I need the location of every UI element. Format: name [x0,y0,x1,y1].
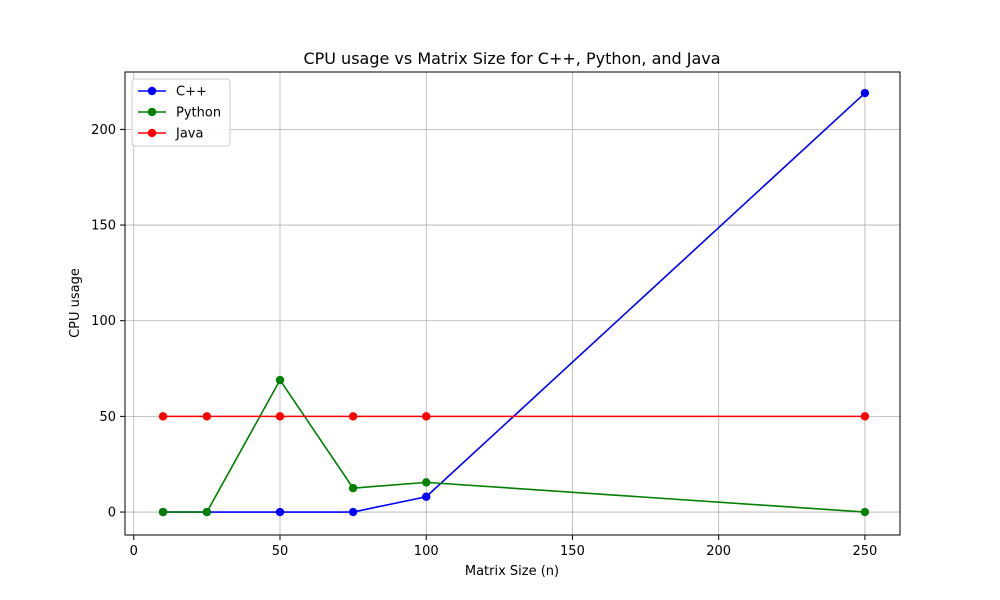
x-tick-label: 100 [414,544,439,559]
data-point-python [275,375,285,385]
legend-marker-swatch [147,128,157,138]
legend-item-java: Java [138,127,203,142]
tick-layer: 0 50 100 150 200 250 0 50 100 150 200 [91,123,877,559]
data-point-python [202,507,212,517]
data-point-java [202,412,212,421]
series-layer [158,88,870,517]
x-tick-label: 250 [852,544,877,559]
data-point-java [275,412,285,421]
x-tick-label: 50 [272,544,289,559]
plot-area-frame [124,71,901,536]
data-point-cplusplus [275,507,285,517]
legend-item-python: Python [138,106,221,121]
series-java [158,412,870,421]
x-tick-label: 0 [130,544,138,559]
data-point-python [348,483,358,493]
y-tick-label: 0 [108,506,116,521]
grid-layer [125,72,900,535]
data-point-cplusplus [348,507,358,517]
data-point-python [422,478,431,487]
legend-label: C++ [176,85,207,100]
legend-marker-swatch [147,86,157,96]
legend-marker-swatch [147,107,157,117]
y-axis-title: CPU usage [68,268,83,338]
x-axis-title: Matrix Size (n) [465,564,559,579]
legend-label: Python [176,106,221,121]
legend-label: Java [175,127,203,142]
data-point-cplusplus [860,88,870,98]
y-tick-label: 150 [91,219,116,234]
y-tick-label: 100 [91,314,116,329]
y-tick-label: 50 [99,410,116,425]
series-line-python [163,378,865,513]
y-tick-label: 200 [91,123,116,138]
x-tick-label: 150 [560,544,585,559]
data-point-cplusplus [422,492,431,501]
series-cplusplus [158,88,870,517]
data-point-java [158,412,168,421]
data-point-java [860,412,870,421]
data-point-java [422,412,431,421]
series-python [158,375,870,517]
data-point-java [348,412,358,421]
data-point-python [158,507,168,517]
legend: C++ Python Java [131,78,231,147]
data-point-python [860,507,870,517]
legend-frame [131,78,231,147]
chart-title: CPU usage vs Matrix Size for C++, Python… [303,49,720,68]
legend-item-cplusplus: C++ [138,85,207,100]
x-tick-label: 200 [706,544,731,559]
series-line-cplusplus [163,92,866,513]
